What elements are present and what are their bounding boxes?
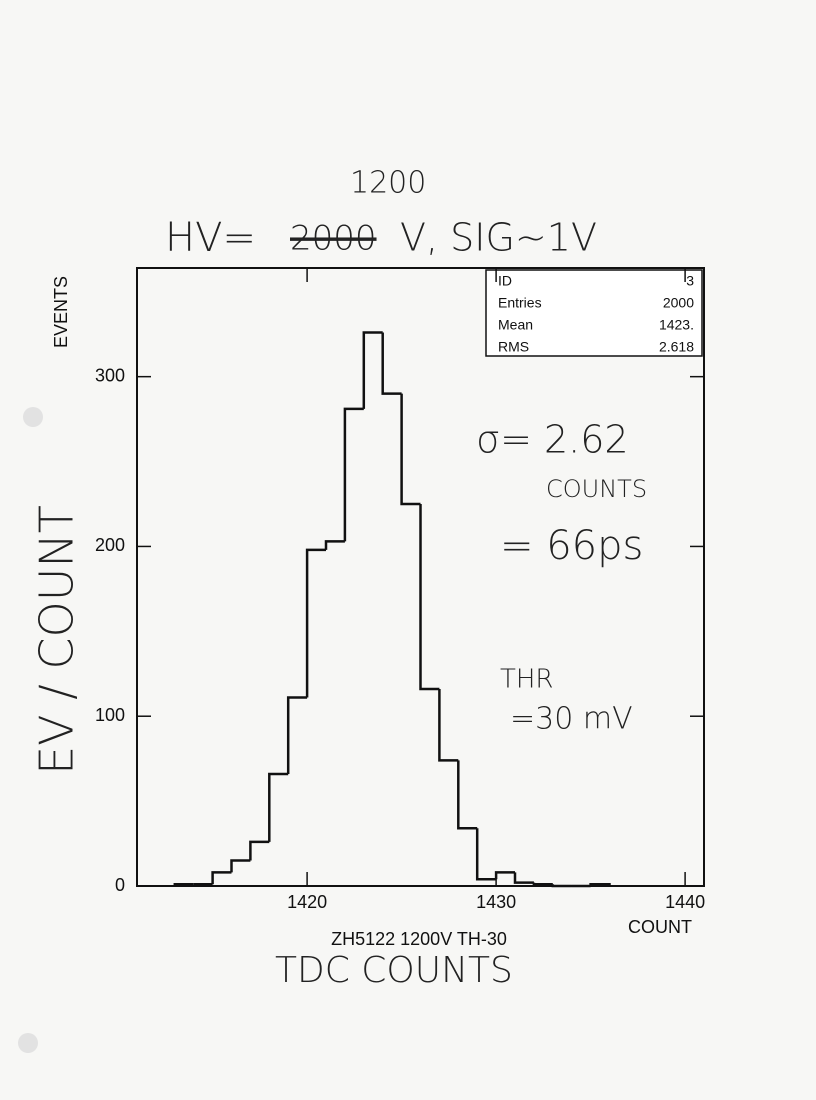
handwritten-note: = 66ps <box>500 523 643 569</box>
handwritten-note: COUNTS <box>546 475 647 503</box>
y-tick-label: 100 <box>95 705 125 725</box>
histogram-bin <box>268 772 289 842</box>
handwritten-note: V, SIG~1V <box>400 216 597 260</box>
histogram-bin <box>532 882 553 886</box>
histogram-bin <box>494 871 515 880</box>
histogram-bin <box>324 540 345 550</box>
stats-box <box>485 269 703 357</box>
punch-hole <box>18 1033 38 1053</box>
y-tick-label: 0 <box>115 875 125 895</box>
stat-label: Mean <box>498 317 533 333</box>
histogram-bin <box>249 840 270 861</box>
histogram-bin <box>305 548 326 698</box>
histogram-bin <box>513 872 534 884</box>
histogram-bin <box>173 883 194 886</box>
histogram-bin <box>211 871 232 885</box>
punch-hole <box>23 407 43 427</box>
stat-label: RMS <box>498 339 529 355</box>
y-tick-label: 200 <box>95 535 125 555</box>
stat-value: 3 <box>686 273 694 289</box>
handwritten-note: 1200 <box>350 166 426 201</box>
histogram-bin <box>400 393 421 506</box>
x-axis-label: COUNT <box>628 917 692 937</box>
histogram-bin <box>475 828 497 881</box>
histogram-bin <box>457 760 478 830</box>
histogram-bin <box>589 883 611 886</box>
histogram-bin <box>343 407 364 542</box>
handwritten-note: EV / COUNT <box>30 505 84 775</box>
handwritten-note: =30 mV <box>510 702 633 737</box>
y-axis-label: EVENTS <box>51 276 71 348</box>
stat-value: 2000 <box>663 295 694 311</box>
plot-frame <box>136 267 705 887</box>
stat-value: 2.618 <box>659 339 694 355</box>
chart-title: ZH5122 1200V TH-30 <box>331 929 507 949</box>
histogram-bin <box>362 331 383 409</box>
histogram-bin <box>419 503 440 691</box>
handwritten-note: HV= <box>165 215 256 261</box>
stat-value: 1423. <box>659 317 694 333</box>
histogram-bin <box>230 859 251 873</box>
y-tick-label: 300 <box>95 365 125 385</box>
handwritten-note: σ= 2.62 <box>476 418 629 462</box>
stat-label: Entries <box>498 295 542 311</box>
histogram-bin <box>381 332 402 395</box>
x-tick-label: 1430 <box>476 892 516 912</box>
handwritten-note: TDC COUNTS <box>275 950 513 991</box>
histogram-bin <box>286 696 308 774</box>
handwritten-note: THR <box>500 665 554 695</box>
histogram-bin <box>438 689 459 762</box>
x-tick-label: 1440 <box>665 892 705 912</box>
handwritten-note: 2000 <box>290 219 377 259</box>
histogram-bin <box>551 884 572 888</box>
stat-label: ID <box>498 273 512 289</box>
x-tick-label: 1420 <box>287 892 327 912</box>
